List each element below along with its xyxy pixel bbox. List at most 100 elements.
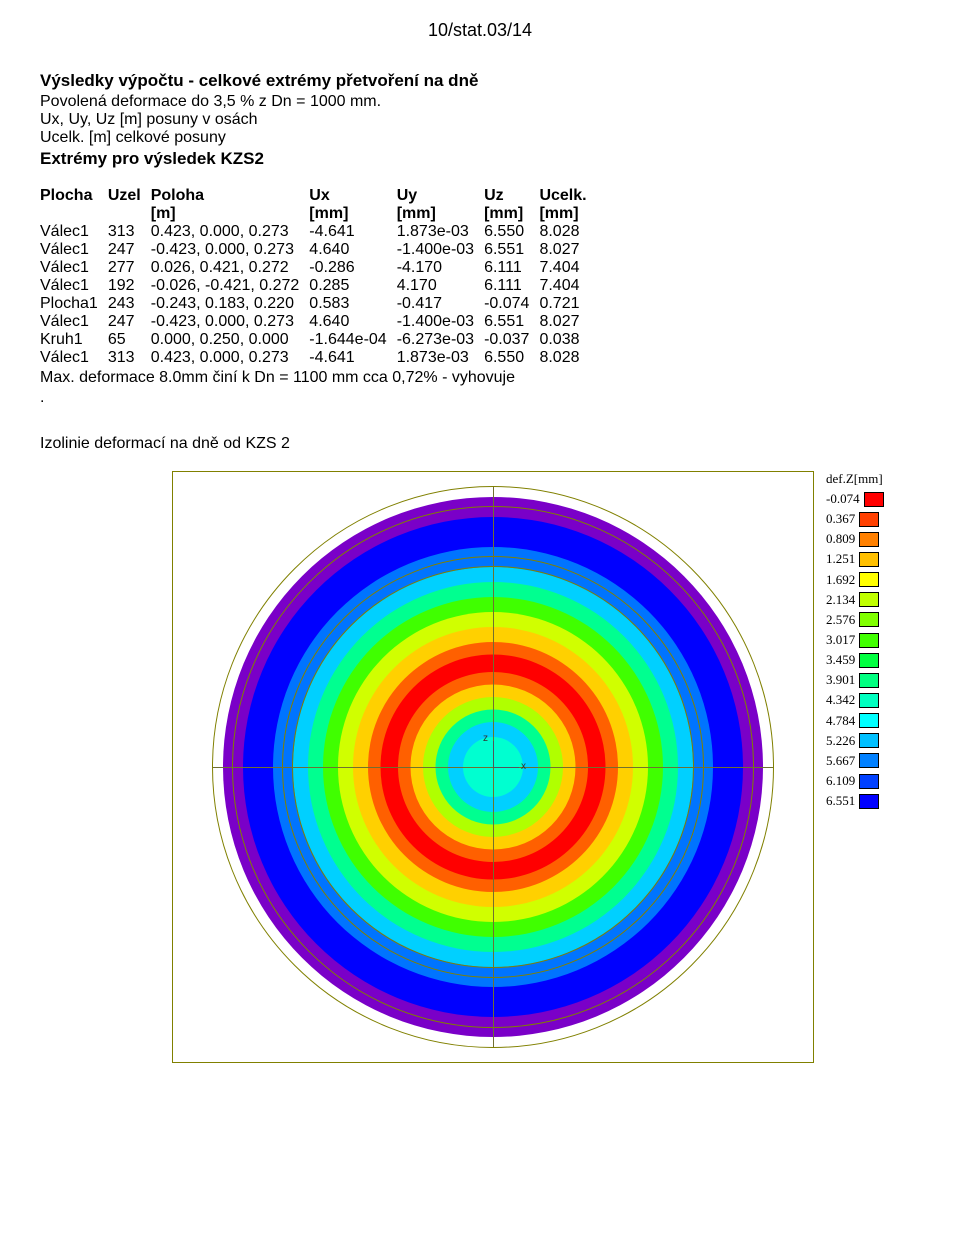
col-unit (108, 205, 151, 223)
legend-swatch (859, 794, 879, 809)
table-cell: Plocha1 (40, 295, 108, 313)
legend-label: 4.784 (826, 711, 855, 731)
table-cell: -0.423, 0.000, 0.273 (151, 313, 310, 331)
legend-item: 0.809 (826, 529, 884, 549)
col-header: Uy (397, 187, 484, 205)
col-unit (40, 205, 108, 223)
legend-swatch (859, 774, 879, 789)
table-cell: 8.027 (539, 313, 596, 331)
table-cell: Válec1 (40, 349, 108, 367)
table-cell: -1.400e-03 (397, 241, 484, 259)
legend-swatch (859, 633, 879, 648)
table-cell: 0.721 (539, 295, 596, 313)
table-row: Válec1192-0.026, -0.421, 0.2720.2854.170… (40, 277, 597, 295)
table-cell: 6.551 (484, 313, 539, 331)
table-cell: Válec1 (40, 259, 108, 277)
intro-block: Výsledky výpočtu - celkové extrémy přetv… (40, 71, 920, 169)
intro-line-1: Povolená deformace do 3,5 % z Dn = 1000 … (40, 93, 920, 111)
legend-label: 2.134 (826, 590, 855, 610)
table-cell: 7.404 (539, 259, 596, 277)
legend-swatch (859, 532, 879, 547)
table-cell: 65 (108, 331, 151, 349)
table-cell: Kruh1 (40, 331, 108, 349)
legend-item: 4.784 (826, 711, 884, 731)
table-cell: 0.423, 0.000, 0.273 (151, 349, 310, 367)
legend-swatch (859, 592, 879, 607)
legend-label: 3.459 (826, 650, 855, 670)
table-cell: -0.243, 0.183, 0.220 (151, 295, 310, 313)
table-cell: 192 (108, 277, 151, 295)
col-header: Ucelk. (539, 187, 596, 205)
table-cell: -0.417 (397, 295, 484, 313)
table-unit-row: [m][mm][mm][mm][mm] (40, 205, 597, 223)
legend-item: 6.109 (826, 771, 884, 791)
table-cell: -0.037 (484, 331, 539, 349)
intro-line-2: Ux, Uy, Uz [m] posuny v osách (40, 111, 920, 129)
table-cell: Válec1 (40, 223, 108, 241)
legend-swatch (859, 612, 879, 627)
legend-swatch (859, 512, 879, 527)
table-cell: 6.111 (484, 277, 539, 295)
table-cell: 1.873e-03 (397, 349, 484, 367)
table-cell: 8.027 (539, 241, 596, 259)
table-cell: -4.170 (397, 259, 484, 277)
legend-item: 5.667 (826, 751, 884, 771)
table-cell: 4.640 (309, 241, 396, 259)
axis-z-label: z (483, 733, 488, 744)
col-header: Ux (309, 187, 396, 205)
table-cell: Válec1 (40, 241, 108, 259)
table-cell: 8.028 (539, 349, 596, 367)
table-cell: 0.583 (309, 295, 396, 313)
summary-line: Max. deformace 8.0mm činí k Dn = 1100 mm… (40, 369, 920, 387)
legend-item: 1.251 (826, 549, 884, 569)
contour-plot: xz (213, 487, 773, 1047)
col-header: Plocha (40, 187, 108, 205)
chart-box: xz (172, 471, 814, 1063)
table-cell: 6.551 (484, 241, 539, 259)
table-cell: 247 (108, 241, 151, 259)
table-cell: Válec1 (40, 313, 108, 331)
section-title: Výsledky výpočtu - celkové extrémy přetv… (40, 71, 920, 91)
table-cell: 0.285 (309, 277, 396, 295)
table-cell: -0.423, 0.000, 0.273 (151, 241, 310, 259)
legend-swatch (859, 693, 879, 708)
legend-label: 3.017 (826, 630, 855, 650)
legend-swatch (859, 653, 879, 668)
legend-label: 5.226 (826, 731, 855, 751)
page-header: 10/stat.03/14 (40, 20, 920, 41)
legend-item: 1.692 (826, 570, 884, 590)
legend-label: 6.109 (826, 771, 855, 791)
legend-item: 2.576 (826, 610, 884, 630)
subsection-title: Extrémy pro výsledek KZS2 (40, 149, 920, 169)
intro-line-3: Ucelk. [m] celkové posuny (40, 129, 920, 147)
table-cell: -0.074 (484, 295, 539, 313)
table-cell: 0.026, 0.421, 0.272 (151, 259, 310, 277)
legend-label: 0.809 (826, 529, 855, 549)
results-table: PlochaUzelPolohaUxUyUzUcelk. [m][mm][mm]… (40, 187, 597, 367)
table-cell: 4.640 (309, 313, 396, 331)
table-row: Válec1247-0.423, 0.000, 0.2734.640-1.400… (40, 241, 597, 259)
col-unit: [mm] (397, 205, 484, 223)
legend-item: 6.551 (826, 791, 884, 811)
legend-title: def.Z[mm] (826, 471, 884, 487)
col-unit: [mm] (539, 205, 596, 223)
table-cell: 247 (108, 313, 151, 331)
legend-swatch (859, 733, 879, 748)
col-header: Uzel (108, 187, 151, 205)
legend-swatch (859, 713, 879, 728)
table-cell: 313 (108, 349, 151, 367)
table-cell: -1.400e-03 (397, 313, 484, 331)
table-row: Válec13130.423, 0.000, 0.273-4.6411.873e… (40, 349, 597, 367)
table-cell: 0.000, 0.250, 0.000 (151, 331, 310, 349)
legend-label: 0.367 (826, 509, 855, 529)
legend-label: 1.251 (826, 549, 855, 569)
col-unit: [mm] (309, 205, 396, 223)
legend-swatch (864, 492, 884, 507)
table-cell: 0.423, 0.000, 0.273 (151, 223, 310, 241)
legend-item: 4.342 (826, 690, 884, 710)
table-row: Plocha1243-0.243, 0.183, 0.2200.583-0.41… (40, 295, 597, 313)
col-unit: [mm] (484, 205, 539, 223)
table-cell: -4.641 (309, 223, 396, 241)
legend-swatch (859, 572, 879, 587)
table-cell: 6.550 (484, 349, 539, 367)
